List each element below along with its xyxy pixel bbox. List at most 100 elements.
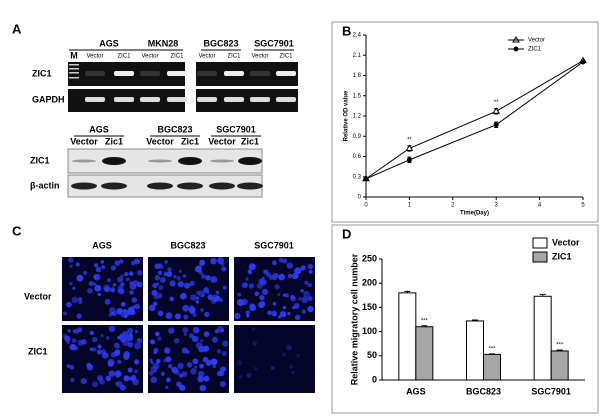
panel-label: C — [12, 223, 22, 238]
lane-label: ZIC1 — [117, 54, 131, 60]
lane-label: Zic1 — [181, 136, 199, 146]
nucleus — [293, 303, 300, 309]
nucleus — [182, 304, 190, 312]
band — [276, 71, 296, 76]
cell-line-label: SGC7901 — [254, 38, 294, 48]
y-tick-label: 1.5 — [353, 93, 362, 99]
nucleus — [263, 269, 269, 275]
band — [177, 182, 203, 190]
marker — [493, 122, 499, 128]
nucleus — [292, 272, 299, 280]
nucleus — [96, 349, 103, 355]
nucleus — [127, 367, 133, 373]
nucleus — [194, 365, 198, 369]
nucleus — [258, 301, 265, 309]
nucleus — [113, 342, 120, 349]
row-label: ZIC1 — [32, 68, 52, 78]
marker — [580, 59, 586, 65]
panel-frame — [331, 21, 599, 223]
nucleus — [150, 376, 158, 384]
cell-line-label: BGC823 — [203, 38, 238, 48]
y-tick-label: 250 — [362, 253, 377, 263]
nucleus — [308, 269, 313, 274]
nucleus — [290, 295, 297, 302]
nucleus — [158, 285, 164, 291]
x-tick-label: 3 — [495, 203, 499, 209]
band — [209, 182, 235, 190]
nucleus — [157, 310, 164, 317]
nucleus — [217, 257, 224, 265]
lane-label: Zic1 — [241, 136, 259, 146]
nucleus — [219, 298, 224, 302]
nucleus — [136, 269, 143, 276]
y-tick-label: 1.8 — [353, 73, 362, 79]
line — [365, 61, 584, 180]
nucleus — [176, 276, 181, 281]
y-tick-label: 0 — [358, 195, 362, 201]
nucleus — [189, 280, 195, 287]
nucleus — [124, 271, 129, 277]
nucleus — [75, 262, 80, 267]
nucleus — [203, 345, 210, 352]
nucleus — [177, 362, 184, 370]
nucleus — [199, 384, 207, 392]
nucleus — [164, 260, 168, 264]
nucleus — [160, 371, 165, 376]
ladder-band — [69, 68, 79, 70]
nucleus — [179, 294, 183, 299]
nucleus — [112, 283, 117, 287]
nucleus — [160, 277, 166, 283]
nucleus — [212, 364, 216, 369]
row-label: Vector — [24, 291, 52, 301]
panel-label: D — [342, 226, 351, 241]
band — [148, 159, 172, 163]
nucleus — [129, 290, 134, 295]
nucleus — [270, 366, 275, 371]
nucleus — [286, 262, 294, 269]
column-label: AGS — [92, 240, 112, 250]
y-axis-label: Relative migratory cell number — [349, 253, 359, 385]
band — [72, 159, 96, 163]
lane-label: Vector — [141, 54, 158, 60]
nucleus — [197, 375, 204, 383]
nucleus — [192, 313, 197, 318]
nucleus — [67, 329, 71, 333]
row-label: ZIC1 — [30, 155, 50, 165]
error-bar — [404, 290, 411, 293]
nucleus — [190, 294, 197, 301]
nucleus — [272, 272, 279, 279]
nucleus — [101, 349, 107, 355]
nucleus — [249, 303, 256, 310]
nucleus — [198, 264, 203, 268]
nucleus — [203, 375, 210, 382]
lane-label: Vector — [208, 136, 236, 146]
nucleus — [252, 327, 256, 331]
nucleus — [108, 312, 113, 317]
nucleus — [110, 352, 117, 358]
y-tick-label: 50 — [367, 350, 377, 360]
marker — [492, 107, 501, 114]
y-tick-label: 0 — [372, 374, 377, 384]
nucleus — [148, 304, 156, 312]
nucleus — [69, 281, 73, 286]
nucleus — [91, 336, 98, 343]
nucleus — [196, 296, 200, 300]
band — [140, 97, 160, 102]
band — [224, 71, 244, 76]
nucleus — [307, 305, 314, 313]
nucleus — [150, 361, 154, 365]
nucleus — [76, 274, 84, 282]
nucleus — [87, 288, 93, 294]
nucleus — [151, 289, 158, 296]
legend-label: Vector — [552, 237, 580, 247]
cell-line-label: SGC7901 — [216, 124, 256, 134]
nucleus — [214, 295, 221, 302]
band — [276, 97, 296, 102]
nucleus — [120, 336, 127, 343]
nucleus — [259, 295, 265, 301]
nucleus — [119, 384, 126, 391]
nucleus — [215, 290, 220, 295]
y-tick-label: 0.6 — [353, 154, 362, 160]
gel — [196, 89, 298, 112]
